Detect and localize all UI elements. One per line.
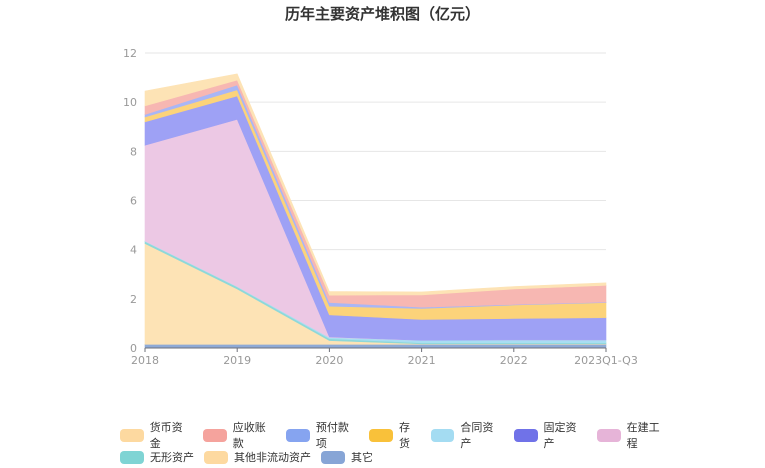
y-tick-label: 10 <box>123 96 137 109</box>
legend-label: 其它 <box>351 451 373 464</box>
legend-swatch-icon <box>513 428 538 442</box>
x-tick-label: 2022 <box>500 354 528 367</box>
legend-swatch-icon <box>321 450 345 464</box>
legend-item[interactable]: 应收账款 <box>203 419 276 451</box>
legend-label: 无形资产 <box>150 451 194 464</box>
y-tick-label: 2 <box>130 293 137 306</box>
legend-item[interactable]: 无形资产 <box>120 449 194 465</box>
legend-label: 合同资产 <box>460 421 494 450</box>
y-tick-label: 8 <box>130 145 137 158</box>
legend-row-1: 货币资金 应收账款 预付款项 存货 合同资产 固定资产 在建工程 <box>120 421 680 450</box>
legend-label: 固定资产 <box>543 421 577 450</box>
legend-label: 存货 <box>399 421 410 450</box>
x-tick-label: 2023Q1-Q3 <box>574 354 638 367</box>
legend-item[interactable]: 存货 <box>369 419 420 451</box>
legend-item[interactable]: 货币资金 <box>120 419 193 451</box>
legend-row-2: 无形资产 其他非流动资产 其它 <box>120 446 680 468</box>
legend-label: 应收账款 <box>232 421 266 450</box>
x-tick-label: 2019 <box>223 354 251 367</box>
y-tick-label: 12 <box>123 47 137 60</box>
y-tick-label: 4 <box>130 244 137 257</box>
x-tick-label: 2020 <box>315 354 343 367</box>
legend-swatch-icon <box>120 428 144 442</box>
area-货币资金 <box>144 73 607 296</box>
chart-title: 历年主要资产堆积图（亿元） <box>284 5 480 23</box>
x-tick-label: 2021 <box>408 354 436 367</box>
legend-item[interactable]: 预付款项 <box>286 419 359 451</box>
legend-label: 货币资金 <box>149 421 183 450</box>
legend-swatch-icon <box>430 428 455 442</box>
legend-item[interactable]: 固定资产 <box>513 419 587 451</box>
legend-label: 其他非流动资产 <box>234 451 311 464</box>
legend-swatch-icon <box>286 428 310 442</box>
legend-label: 预付款项 <box>315 421 349 450</box>
stacked-area-chart: 0 2 4 6 8 10 12 2018 2019 2020 2021 2022 2023Q1-Q3 <box>123 47 638 367</box>
legend-label: 在建工程 <box>626 421 660 450</box>
y-tick-label: 0 <box>130 342 137 355</box>
legend-swatch-icon <box>369 428 393 442</box>
legend-item[interactable]: 在建工程 <box>596 419 670 451</box>
y-tick-label: 6 <box>130 195 137 208</box>
legend-item[interactable]: 其他非流动资产 <box>204 449 311 465</box>
x-tick-label: 2018 <box>131 354 159 367</box>
legend: 货币资金 应收账款 预付款项 存货 合同资产 固定资产 在建工程 无形资产 其他非流动资产 其它 <box>120 421 680 468</box>
legend-swatch-icon <box>120 450 144 464</box>
legend-swatch-icon <box>203 428 227 442</box>
legend-item[interactable]: 其它 <box>321 449 373 465</box>
legend-swatch-icon <box>204 450 228 464</box>
legend-swatch-icon <box>596 428 621 442</box>
area-其它 <box>144 344 607 349</box>
legend-item[interactable]: 合同资产 <box>430 419 504 451</box>
